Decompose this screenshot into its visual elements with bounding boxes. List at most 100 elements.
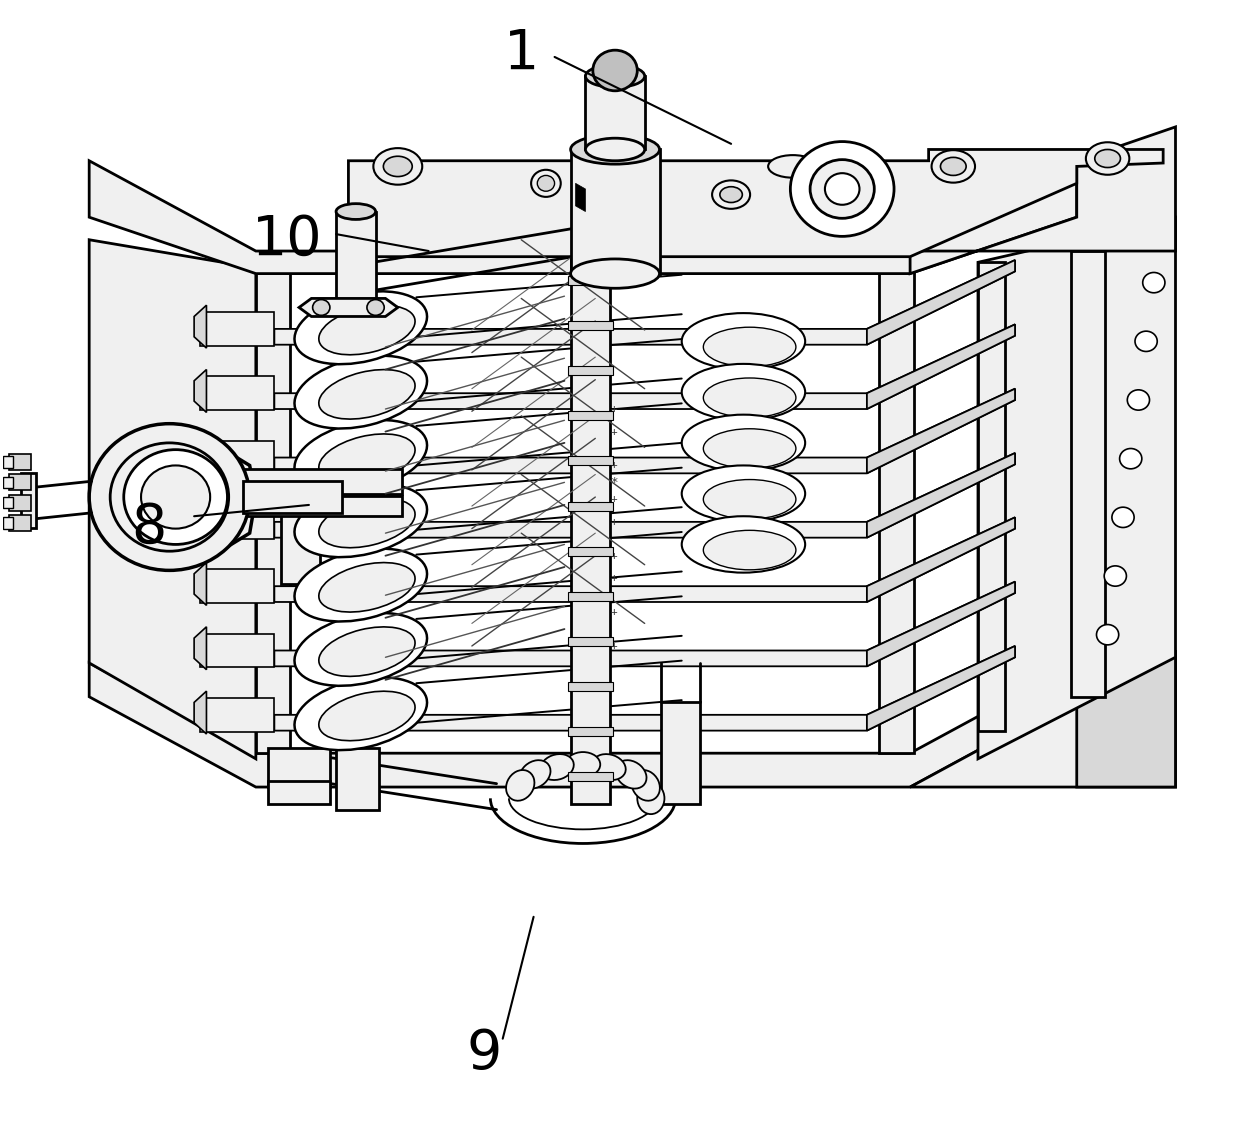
Polygon shape — [867, 260, 1016, 345]
Ellipse shape — [294, 356, 427, 429]
Bar — [568, 321, 613, 330]
Bar — [568, 772, 613, 781]
Polygon shape — [201, 376, 274, 411]
Text: +: + — [610, 494, 618, 505]
Polygon shape — [274, 324, 1016, 409]
Bar — [243, 481, 342, 513]
Ellipse shape — [319, 627, 415, 676]
Ellipse shape — [319, 562, 415, 612]
Bar — [568, 366, 613, 375]
Polygon shape — [867, 646, 1016, 730]
Circle shape — [810, 160, 874, 219]
Ellipse shape — [703, 378, 796, 417]
Text: +: + — [610, 551, 618, 560]
Ellipse shape — [703, 531, 796, 569]
Bar — [2, 476, 12, 488]
Bar — [21, 473, 36, 527]
Ellipse shape — [720, 187, 743, 203]
Polygon shape — [348, 150, 1163, 256]
Ellipse shape — [294, 291, 427, 364]
Text: +: + — [610, 574, 618, 583]
Ellipse shape — [940, 158, 966, 176]
Polygon shape — [201, 312, 274, 346]
Polygon shape — [575, 184, 585, 212]
Polygon shape — [195, 562, 207, 606]
Polygon shape — [867, 452, 1016, 538]
Polygon shape — [201, 634, 274, 668]
Bar — [280, 488, 320, 584]
Ellipse shape — [585, 65, 645, 87]
Text: +: + — [610, 426, 618, 437]
Polygon shape — [89, 161, 1076, 273]
Bar — [568, 276, 613, 285]
Text: +: + — [610, 460, 618, 471]
Bar — [570, 150, 660, 273]
Polygon shape — [195, 627, 207, 670]
Ellipse shape — [631, 770, 660, 801]
Polygon shape — [195, 370, 207, 413]
Polygon shape — [201, 441, 274, 474]
Circle shape — [141, 465, 210, 528]
Circle shape — [531, 170, 560, 197]
Ellipse shape — [1086, 142, 1130, 175]
Bar — [9, 494, 31, 510]
Bar — [570, 218, 610, 804]
Circle shape — [153, 481, 187, 513]
Ellipse shape — [565, 752, 600, 777]
Ellipse shape — [682, 516, 805, 573]
Polygon shape — [274, 452, 1016, 538]
Text: +: + — [610, 641, 618, 651]
Polygon shape — [910, 127, 1176, 273]
Polygon shape — [867, 389, 1016, 473]
Circle shape — [89, 424, 249, 570]
Ellipse shape — [615, 760, 646, 788]
Ellipse shape — [703, 480, 796, 519]
Bar — [336, 212, 376, 307]
Polygon shape — [195, 691, 207, 734]
Ellipse shape — [583, 155, 632, 178]
Polygon shape — [195, 305, 207, 348]
Ellipse shape — [336, 204, 376, 220]
Ellipse shape — [319, 692, 415, 741]
Ellipse shape — [703, 328, 796, 366]
Polygon shape — [867, 517, 1016, 602]
Ellipse shape — [637, 782, 665, 814]
Ellipse shape — [294, 420, 427, 493]
Text: *: * — [610, 476, 618, 489]
Polygon shape — [92, 438, 255, 561]
Polygon shape — [978, 218, 1176, 759]
Polygon shape — [867, 582, 1016, 667]
Bar — [9, 515, 31, 531]
Polygon shape — [274, 260, 1016, 345]
Bar — [255, 268, 290, 753]
Circle shape — [110, 443, 228, 551]
Ellipse shape — [593, 754, 626, 780]
Ellipse shape — [768, 155, 817, 178]
Ellipse shape — [294, 613, 427, 686]
Circle shape — [312, 299, 330, 315]
Text: 8: 8 — [130, 500, 166, 555]
Ellipse shape — [682, 465, 805, 522]
Bar — [568, 592, 613, 601]
Polygon shape — [201, 569, 274, 603]
Circle shape — [1127, 390, 1149, 411]
Circle shape — [1112, 507, 1135, 527]
Ellipse shape — [520, 760, 551, 788]
Bar — [568, 501, 613, 510]
Circle shape — [1143, 272, 1164, 293]
Ellipse shape — [294, 677, 427, 750]
Bar — [568, 412, 613, 421]
Ellipse shape — [506, 770, 534, 801]
Ellipse shape — [703, 429, 796, 468]
Circle shape — [1096, 625, 1118, 645]
Bar — [585, 76, 645, 150]
Bar — [2, 456, 12, 467]
Ellipse shape — [294, 484, 427, 557]
Circle shape — [1135, 331, 1157, 352]
Text: +: + — [610, 607, 618, 617]
Circle shape — [133, 463, 207, 531]
Bar — [9, 474, 31, 490]
Circle shape — [124, 450, 227, 544]
Ellipse shape — [931, 150, 975, 183]
Polygon shape — [910, 652, 1176, 787]
